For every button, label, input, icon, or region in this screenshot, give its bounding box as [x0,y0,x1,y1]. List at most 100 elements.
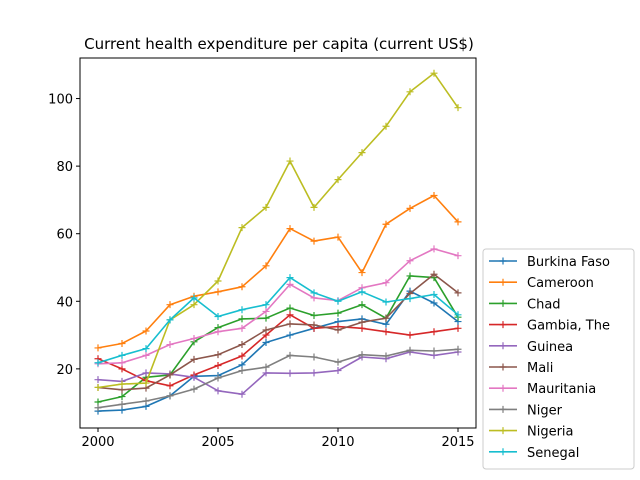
series-line [97,275,459,403]
data-point-marker [166,382,174,390]
legend-label: Chad [527,297,561,312]
legend-marker [499,427,507,435]
legend-box [482,248,635,470]
y-axis: 20 40 60 80 100 [48,93,80,378]
data-point-marker [334,367,342,375]
data-point-marker [286,331,294,339]
data-point-marker [454,104,462,112]
series-line [97,72,459,389]
data-point-marker [406,88,414,96]
data-point-marker [118,380,126,388]
data-point-marker [166,316,174,324]
data-point-marker [454,218,462,226]
data-point-marker [142,327,150,335]
series-line [97,273,459,391]
chart-title: Current health expenditure per capita (c… [84,35,474,53]
series-line [97,248,459,365]
data-point-marker [430,69,438,77]
legend-marker [499,321,507,329]
data-point-marker [118,340,126,348]
series-7 [94,345,462,412]
x-tick-label: 2010 [321,435,354,450]
series-line [97,290,459,412]
data-point-marker [190,301,198,309]
data-point-marker [358,351,366,359]
data-point-marker [382,314,390,322]
series-8 [94,69,462,391]
legend-label: Guinea [527,340,573,355]
data-point-marker [238,341,246,349]
data-point-marker [430,299,438,307]
y-tick-label: 60 [56,228,73,243]
data-point-marker [142,397,150,405]
legend-label: Nigeria [527,425,574,440]
y-tick-label: 40 [56,295,73,310]
data-point-marker [334,358,342,366]
data-point-marker [262,307,270,315]
data-point-marker [382,220,390,228]
data-point-marker [214,351,222,359]
data-point-marker [190,355,198,363]
data-point-marker [262,262,270,270]
data-point-marker [286,351,294,359]
data-point-marker [334,297,342,305]
legend-marker [499,278,507,286]
data-point-marker [430,245,438,253]
data-point-marker [382,320,390,328]
plot-frame [79,57,477,429]
data-point-marker [214,387,222,395]
data-point-marker [358,288,366,296]
data-point-marker [286,304,294,312]
data-point-marker [214,288,222,296]
y-tick-label: 80 [56,160,73,175]
data-point-marker [406,272,414,280]
data-point-marker [310,311,318,319]
data-point-marker [358,324,366,332]
data-point-marker [214,361,222,369]
data-point-marker [454,311,462,319]
data-point-marker [166,301,174,309]
legend-label: Cameroon [527,276,594,291]
data-point-marker [358,269,366,277]
series-9 [94,274,462,367]
x-tick-label: 2015 [441,435,474,450]
data-point-marker [430,192,438,200]
data-point-marker [334,176,342,184]
data-point-marker [190,294,198,302]
data-point-marker [142,345,150,353]
data-point-marker [118,351,126,359]
data-point-marker [382,122,390,130]
data-point-marker [454,289,462,297]
legend-marker [499,448,507,456]
data-point-marker [454,252,462,260]
data-point-marker [214,328,222,336]
x-tick-label: 2000 [81,435,114,450]
data-point-marker [214,277,222,285]
data-point-marker [166,341,174,349]
data-point-marker [430,291,438,299]
legend: Burkina Faso Cameroon Chad Gambia, The Guine… [482,248,635,470]
y-tick-label: 20 [56,363,73,378]
data-point-marker [382,298,390,306]
legend-label: Senegal [527,446,579,461]
data-point-marker [190,334,198,342]
data-point-marker [358,318,366,326]
data-point-marker [286,311,294,319]
legend-marker [499,405,507,413]
data-point-marker [94,404,102,412]
legend-marker [499,342,507,350]
data-point-marker [238,390,246,398]
legend-label: Gambia, The [527,319,610,334]
data-point-marker [214,312,222,320]
data-point-marker [238,283,246,291]
data-point-marker [238,324,246,332]
data-point-marker [430,328,438,336]
data-point-marker [334,309,342,317]
legend-marker [499,299,507,307]
legend-label: Mali [527,361,553,376]
data-point-marker [406,257,414,265]
data-point-marker [262,363,270,371]
data-point-marker [190,373,198,381]
data-point-marker [310,237,318,245]
data-point-marker [382,279,390,287]
